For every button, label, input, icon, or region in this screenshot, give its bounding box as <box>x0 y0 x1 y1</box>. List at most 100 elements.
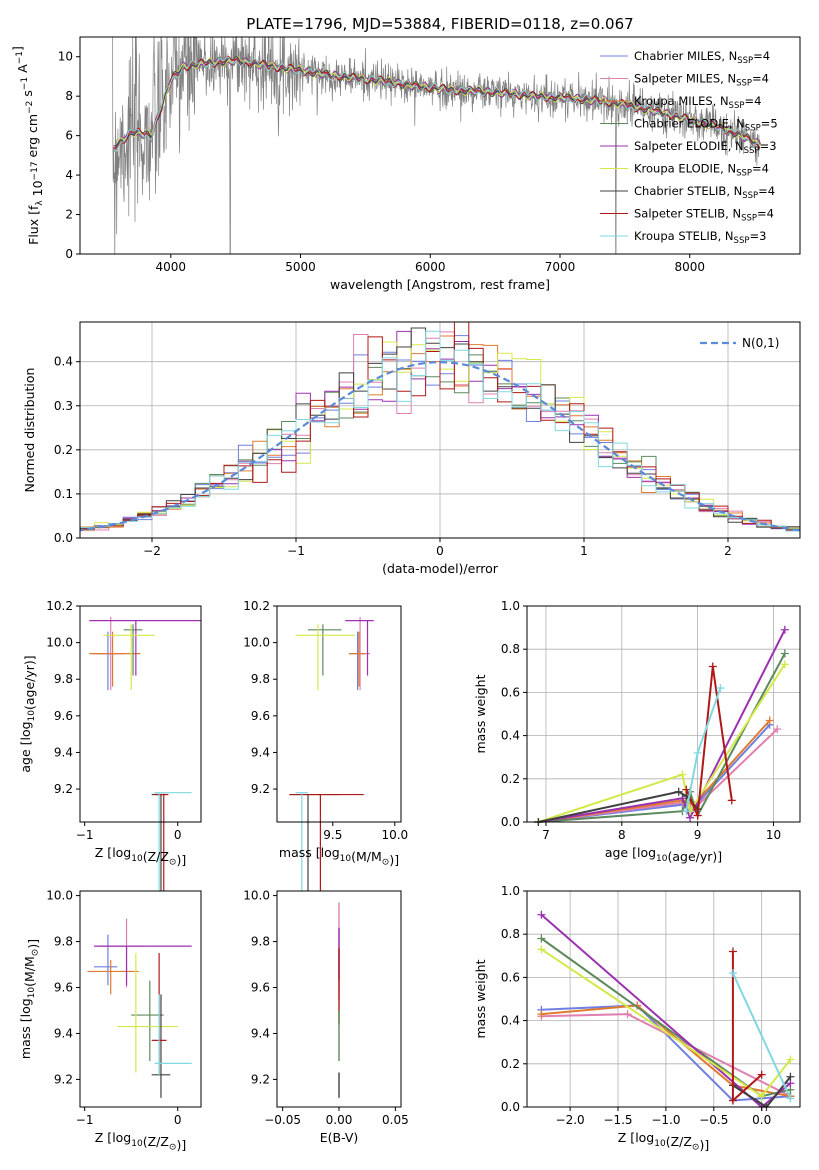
legend-text: Kroupa STELIB, N <box>634 229 734 243</box>
x-tick-label: 0 <box>174 1113 182 1127</box>
y-tick-label: 0.4 <box>501 729 520 743</box>
legend-label: Kroupa ELODIE, NSSP=4 <box>634 162 769 179</box>
y-tick-label: 0.2 <box>501 1057 520 1071</box>
label-part: −1 <box>15 51 25 64</box>
label-part: log <box>635 1130 654 1145</box>
label-part: log <box>18 998 33 1017</box>
plot-area <box>277 606 401 822</box>
y-tick-label: 9.4 <box>251 745 270 759</box>
legend-sub: SSP <box>737 56 753 66</box>
data-point <box>537 1010 546 1019</box>
y-tick-label: 0.0 <box>501 1100 520 1114</box>
age-mass-plot: 9.5 10.0 9.2 9.4 9.6 9.8 10.0 10.2 mass [log10(M… <box>243 599 408 938</box>
label-part: Z [ <box>95 1130 112 1145</box>
legend-label: N(0,1) <box>742 336 779 350</box>
label-part: (Z/Z <box>666 1134 692 1149</box>
x-tick-label: −0.5 <box>699 1113 728 1127</box>
label-part: log <box>112 845 131 860</box>
y-tick-label: 0.8 <box>501 642 520 656</box>
y-axis-label: mass weight <box>473 674 488 753</box>
data-point <box>537 910 546 919</box>
age-mass-layer: 9.5 10.0 9.2 9.4 9.6 9.8 10.0 10.2 mass [log10(M… <box>243 599 408 938</box>
label-part: Z [ <box>95 845 112 860</box>
legend-label: Chabrier ELODIE, NSSP=5 <box>634 117 778 134</box>
data-point <box>757 1070 766 1079</box>
y-tick-label: 9.8 <box>54 672 73 686</box>
label-part: )] <box>176 853 186 868</box>
data-point <box>786 1094 795 1103</box>
plot-area <box>527 606 800 822</box>
label-part: mass weight <box>473 959 488 1038</box>
legend-sub: SSP <box>729 101 745 111</box>
x-tick-label: 0.05 <box>382 1113 409 1127</box>
label-part: )] <box>176 1138 186 1153</box>
y-tick-label: 10.0 <box>46 636 73 650</box>
plot-frame <box>276 605 402 823</box>
data-point <box>682 785 691 794</box>
mass-ebv-layer: −0.05 0.00 0.05 9.2 9.4 9.6 9.8 10.0 E(B-V) <box>243 889 408 1145</box>
label-part: mass [ <box>18 1017 33 1059</box>
plot-area <box>80 606 201 822</box>
y-axis-label: mass weight <box>473 959 488 1038</box>
y-axis-label: mass [log10(M/M⊙)] <box>18 939 41 1059</box>
x-tick-label: −1 <box>287 544 305 558</box>
y-tick-label: 0.0 <box>501 815 520 829</box>
label-part: −17 <box>30 161 40 180</box>
label-part: A <box>15 64 30 77</box>
legend-sub: SSP <box>744 146 760 156</box>
legend-sub: SSP <box>736 169 752 179</box>
data-point <box>693 811 702 820</box>
label-part: log <box>321 845 340 860</box>
x-tick-label: −1 <box>76 1113 94 1127</box>
weight-line <box>685 666 733 820</box>
x-tick-label: 8000 <box>674 260 705 274</box>
label-part: E(B-V) <box>320 1130 359 1145</box>
label-sub: 10 <box>656 854 668 864</box>
hist-lines <box>80 322 800 533</box>
y-tick-label: 0.1 <box>54 487 73 501</box>
y-tick-label: 9.8 <box>251 935 270 949</box>
label-part: (age/yr)] <box>22 655 37 710</box>
label-part: log <box>112 1130 131 1145</box>
legend-text: =4 <box>753 49 770 63</box>
data-point <box>537 934 546 943</box>
observed-spectrum <box>112 37 762 254</box>
data-point <box>693 748 702 757</box>
y-tick-label: 10.2 <box>243 599 270 613</box>
plot-area <box>527 891 800 1107</box>
legend-sub: SSP <box>734 236 750 246</box>
x-tick-label: −0.05 <box>264 1113 301 1127</box>
y-tick-label: 10 <box>58 50 73 64</box>
y-axis-label: Flux [fλ 10−17 erg cm−2 s−1 A−1] <box>10 46 45 245</box>
x-axis-label: Z [log10(Z/Z⊙)] <box>95 845 186 868</box>
legend-text: Chabrier STELIB, N <box>634 184 742 198</box>
legend-text: =5 <box>761 117 778 131</box>
legend-text: Salpeter ELODIE, N <box>634 139 744 153</box>
y-tick-label: 0.6 <box>501 970 520 984</box>
y-tick-label: 9.6 <box>54 981 73 995</box>
x-tick-label: 7000 <box>545 260 576 274</box>
data-point <box>623 1010 632 1019</box>
x-tick-label: 5000 <box>285 260 316 274</box>
y-tick-label: 10.0 <box>243 636 270 650</box>
y-tick-label: 9.2 <box>251 782 270 796</box>
data-point <box>728 1096 737 1105</box>
y-tick-label: 9.2 <box>54 782 73 796</box>
figure-title: PLATE=1796, MJD=53884, FIBERID=0118, z=0… <box>246 15 633 33</box>
label-sub: 10 <box>340 854 352 864</box>
legend-label: Salpeter ELODIE, NSSP=3 <box>634 139 777 156</box>
x-axis-label: (data-model)/error <box>382 561 499 576</box>
label-part: (data-model)/error <box>382 561 499 576</box>
plot-frame <box>79 890 202 1108</box>
y-tick-label: 9.2 <box>251 1072 270 1086</box>
data-point <box>786 1055 795 1064</box>
legend-sub: SSP <box>745 124 761 134</box>
label-part: (Z/Z <box>143 1134 169 1149</box>
y-tick-label: 0.3 <box>54 399 73 413</box>
y-axis-label: age [log10(age/yr)] <box>18 655 37 772</box>
label-part: ⊙ <box>169 858 177 868</box>
plot-frame <box>526 890 801 1108</box>
x-tick-label: 4000 <box>156 260 187 274</box>
